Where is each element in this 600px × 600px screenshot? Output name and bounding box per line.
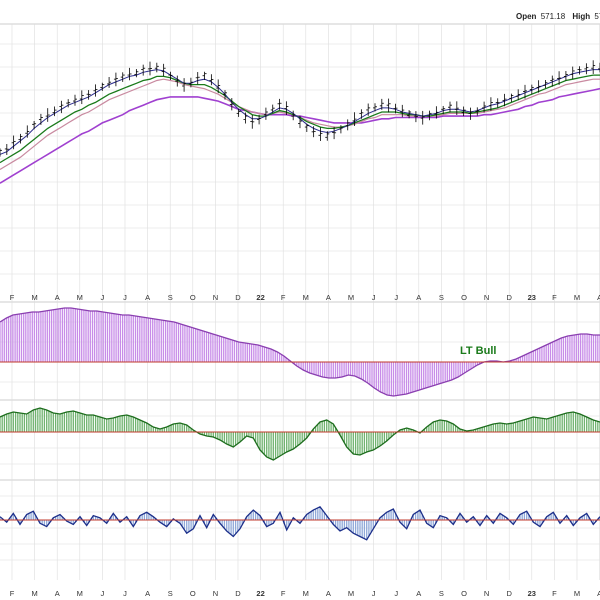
- x-tick-label: J: [394, 293, 398, 302]
- x-tick-label: D: [506, 293, 512, 302]
- high-value: 57: [594, 12, 600, 21]
- high-label: High: [572, 12, 590, 21]
- x-tick-label: A: [55, 293, 60, 302]
- lt-trend-panel: [0, 307, 600, 397]
- lt-bull-label: LT Bull: [460, 345, 496, 357]
- x-tick-label: O: [461, 293, 467, 302]
- x-tick-label-bottom: A: [145, 589, 150, 598]
- x-tick-label-bottom: A: [597, 589, 600, 598]
- x-tick-label-bottom: M: [303, 589, 309, 598]
- x-tick-label: M: [77, 293, 83, 302]
- x-tick-label-bottom: 22: [256, 589, 264, 598]
- x-tick-label: A: [597, 293, 600, 302]
- x-tick-label-bottom: S: [168, 589, 173, 598]
- x-tick-label: N: [484, 293, 489, 302]
- x-tick-label-bottom: O: [461, 589, 467, 598]
- x-tick-label: A: [416, 293, 421, 302]
- x-tick-label-bottom: F: [281, 589, 286, 598]
- x-tick-label: F: [552, 293, 557, 302]
- mt-trend-line: [0, 407, 600, 461]
- x-tick-label: M: [574, 293, 580, 302]
- x-tick-label-bottom: D: [235, 589, 241, 598]
- mt-trend-panel: [0, 407, 600, 461]
- x-tick-label-bottom: M: [348, 589, 354, 598]
- x-tick-label-bottom: D: [506, 589, 512, 598]
- x-tick-label-bottom: A: [416, 589, 421, 598]
- x-tick-label-bottom: 23: [528, 589, 536, 598]
- x-tick-label-bottom: O: [190, 589, 196, 598]
- x-tick-label: M: [348, 293, 354, 302]
- x-tick-label: A: [326, 293, 331, 302]
- x-tick-label-bottom: F: [552, 589, 557, 598]
- x-tick-label: S: [168, 293, 173, 302]
- x-tick-label-bottom: A: [55, 589, 60, 598]
- time-axis: FMAMJJASOND22FMAMJJASOND23FMAMJJAS: [10, 293, 600, 302]
- x-tick-label-bottom: J: [101, 589, 105, 598]
- x-tick-label: A: [145, 293, 150, 302]
- x-tick-label-bottom: N: [213, 589, 218, 598]
- x-tick-label-bottom: J: [123, 589, 127, 598]
- x-tick-label: F: [10, 293, 15, 302]
- x-tick-label: 22: [256, 293, 264, 302]
- x-tick-label-bottom: F: [10, 589, 15, 598]
- x-tick-label: J: [123, 293, 127, 302]
- x-tick-label-bottom: J: [372, 589, 376, 598]
- x-tick-label: D: [235, 293, 241, 302]
- x-tick-label-bottom: J: [394, 589, 398, 598]
- st-trend-line: [0, 505, 600, 541]
- x-tick-label-bottom: S: [439, 589, 444, 598]
- bottom-time-axis: FMAMJJASOND22FMAMJJASOND23FMAMJJAS: [10, 589, 600, 598]
- x-tick-label: S: [439, 293, 444, 302]
- x-tick-label: N: [213, 293, 218, 302]
- price-panel: [0, 60, 600, 184]
- x-tick-label: M: [31, 293, 37, 302]
- x-tick-label-bottom: N: [484, 589, 489, 598]
- ohlc-readout: Open 571.18 High 57: [516, 12, 600, 21]
- x-tick-label: J: [101, 293, 105, 302]
- open-value: 571.18: [541, 12, 566, 21]
- x-tick-label-bottom: M: [31, 589, 37, 598]
- x-tick-label: O: [190, 293, 196, 302]
- open-label: Open: [516, 12, 537, 21]
- x-tick-label-bottom: M: [574, 589, 580, 598]
- x-tick-label: M: [303, 293, 309, 302]
- x-tick-label: J: [372, 293, 376, 302]
- x-tick-label: F: [281, 293, 286, 302]
- x-tick-label-bottom: M: [77, 589, 83, 598]
- x-tick-label: 23: [528, 293, 536, 302]
- st-trend-panel: [0, 505, 600, 541]
- x-tick-label-bottom: A: [326, 589, 331, 598]
